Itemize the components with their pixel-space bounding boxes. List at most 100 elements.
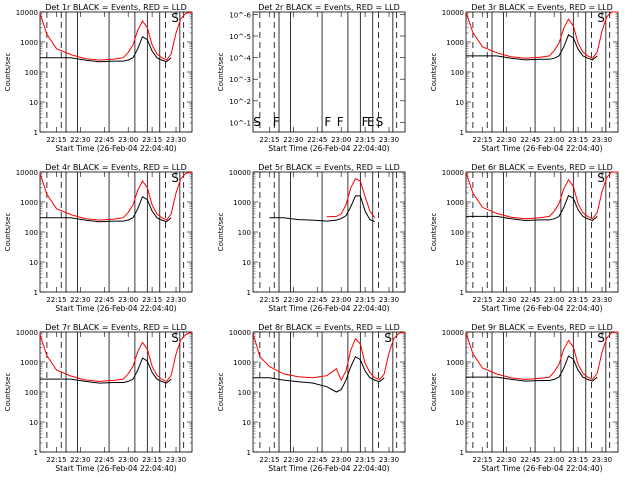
flag-label: E	[367, 115, 375, 129]
x-tick-label: 22:45	[94, 296, 114, 304]
y-tick-label: 10000	[16, 329, 38, 337]
x-tick-label: 23:30	[166, 136, 186, 144]
x-tick-label: 22:15	[46, 136, 66, 144]
y-tick-label: 10000	[442, 329, 464, 337]
y-tick-label: 10000	[16, 9, 38, 17]
y-tick-label: 1	[460, 449, 464, 457]
x-tick-label: 22:15	[472, 456, 492, 464]
y-tick-label: 10000	[16, 169, 38, 177]
x-tick-label: 22:15	[259, 456, 279, 464]
flag-label: S	[171, 11, 179, 25]
y-tick-label: 1	[34, 129, 38, 137]
x-tick-label: 22:15	[472, 136, 492, 144]
y-tick-label: 1000	[20, 39, 38, 47]
plot-frame	[252, 331, 406, 453]
x-tick-label: 23:15	[142, 456, 162, 464]
y-tick-label: 1000	[233, 199, 251, 207]
flag-label: S	[253, 115, 261, 129]
y-axis-label: Counts/sec	[4, 373, 12, 412]
plot-frame	[39, 171, 193, 293]
y-tick-label: 1000	[446, 199, 464, 207]
y-tick-label: 100	[238, 229, 251, 237]
x-tick-label: 23:00	[118, 296, 138, 304]
y-tick-label: 10000	[229, 329, 251, 337]
flag-label: S	[597, 171, 605, 185]
series-red-lld	[39, 331, 193, 383]
series-red-lld	[326, 178, 376, 218]
chart-title: Det 9r BLACK = Events, RED = LLD	[471, 323, 613, 332]
y-tick-label: 1000	[233, 359, 251, 367]
x-tick-label: 23:15	[568, 456, 588, 464]
chart-title: Det 4r BLACK = Events, RED = LLD	[45, 163, 187, 172]
y-axis-label: Counts/sec	[430, 53, 438, 92]
y-tick-label: 1	[247, 449, 251, 457]
y-tick-label: 10	[29, 99, 38, 107]
y-axis-label: Counts/sec	[4, 213, 12, 252]
x-axis-label: Start Time (26-Feb-04 22:04:40)	[268, 304, 389, 313]
y-tick-label: 100	[25, 229, 38, 237]
x-tick-label: 22:45	[307, 456, 327, 464]
plot-frame	[252, 171, 406, 293]
x-tick-label: 22:30	[70, 136, 90, 144]
x-tick-label: 23:15	[355, 296, 375, 304]
x-tick-label: 22:30	[496, 456, 516, 464]
y-axis-label: Counts/sec	[217, 373, 225, 412]
flag-label: F	[273, 115, 280, 129]
chart-title: Det 5r BLACK = Events, RED = LLD	[258, 163, 400, 172]
x-tick-label: 22:45	[520, 456, 540, 464]
chart-title: Det 8r BLACK = Events, RED = LLD	[258, 323, 400, 332]
series-black-events	[40, 357, 172, 384]
x-tick-label: 23:30	[166, 456, 186, 464]
x-tick-label: 22:30	[283, 296, 303, 304]
flag-label: S	[597, 331, 605, 345]
x-tick-label: 22:15	[46, 296, 66, 304]
x-tick-label: 23:00	[331, 296, 351, 304]
series-red-lld	[465, 331, 619, 381]
flag-label: S	[376, 115, 384, 129]
y-axis-label: Counts/sec	[430, 213, 438, 252]
x-tick-label: 22:15	[46, 456, 66, 464]
y-tick-label: 10000	[229, 169, 251, 177]
y-tick-label: 10	[455, 419, 464, 427]
y-tick-label: 10^-1	[229, 119, 251, 127]
plot-frame	[252, 11, 406, 133]
y-tick-label: 10^-4	[229, 55, 251, 63]
x-tick-label: 22:15	[259, 296, 279, 304]
chart-panel-5: Det 5r BLACK = Events, RED = LLD Counts/s…	[217, 163, 406, 313]
y-tick-label: 10	[29, 259, 38, 267]
y-tick-label: 10	[455, 259, 464, 267]
x-axis-label: Start Time (26-Feb-04 22:04:40)	[55, 144, 176, 153]
x-tick-label: 23:00	[544, 456, 564, 464]
flag-label: S	[171, 331, 179, 345]
x-tick-label: 23:15	[568, 296, 588, 304]
y-axis-label: Counts/sec	[4, 53, 12, 92]
series-red-lld	[39, 171, 193, 221]
x-tick-label: 22:45	[520, 136, 540, 144]
x-tick-label: 22:45	[307, 136, 327, 144]
x-axis-label: Start Time (26-Feb-04 22:04:40)	[481, 144, 602, 153]
x-tick-label: 22:30	[496, 136, 516, 144]
x-tick-label: 23:15	[568, 136, 588, 144]
y-tick-label: 100	[238, 389, 251, 397]
x-tick-label: 23:30	[379, 296, 399, 304]
y-tick-label: 1	[34, 289, 38, 297]
x-axis-label: Start Time (26-Feb-04 22:04:40)	[481, 304, 602, 313]
y-tick-label: 10^-5	[229, 33, 251, 41]
chart-panel-7: Det 7r BLACK = Events, RED = LLD Counts/s…	[4, 323, 193, 473]
x-tick-label: 23:30	[592, 136, 612, 144]
x-tick-label: 23:30	[592, 296, 612, 304]
plot-frame	[465, 331, 619, 453]
y-tick-label: 10	[29, 419, 38, 427]
x-axis-label: Start Time (26-Feb-04 22:04:40)	[55, 464, 176, 473]
x-tick-label: 23:15	[142, 296, 162, 304]
series-black-events	[466, 194, 598, 222]
y-tick-label: 10000	[442, 169, 464, 177]
y-tick-label: 1000	[446, 359, 464, 367]
x-tick-label: 22:30	[283, 136, 303, 144]
x-axis-label: Start Time (26-Feb-04 22:04:40)	[268, 144, 389, 153]
chart-title: Det 7r BLACK = Events, RED = LLD	[45, 323, 187, 332]
x-axis-label: Start Time (26-Feb-04 22:04:40)	[55, 304, 176, 313]
x-tick-label: 23:30	[166, 296, 186, 304]
flag-label: S	[597, 11, 605, 25]
